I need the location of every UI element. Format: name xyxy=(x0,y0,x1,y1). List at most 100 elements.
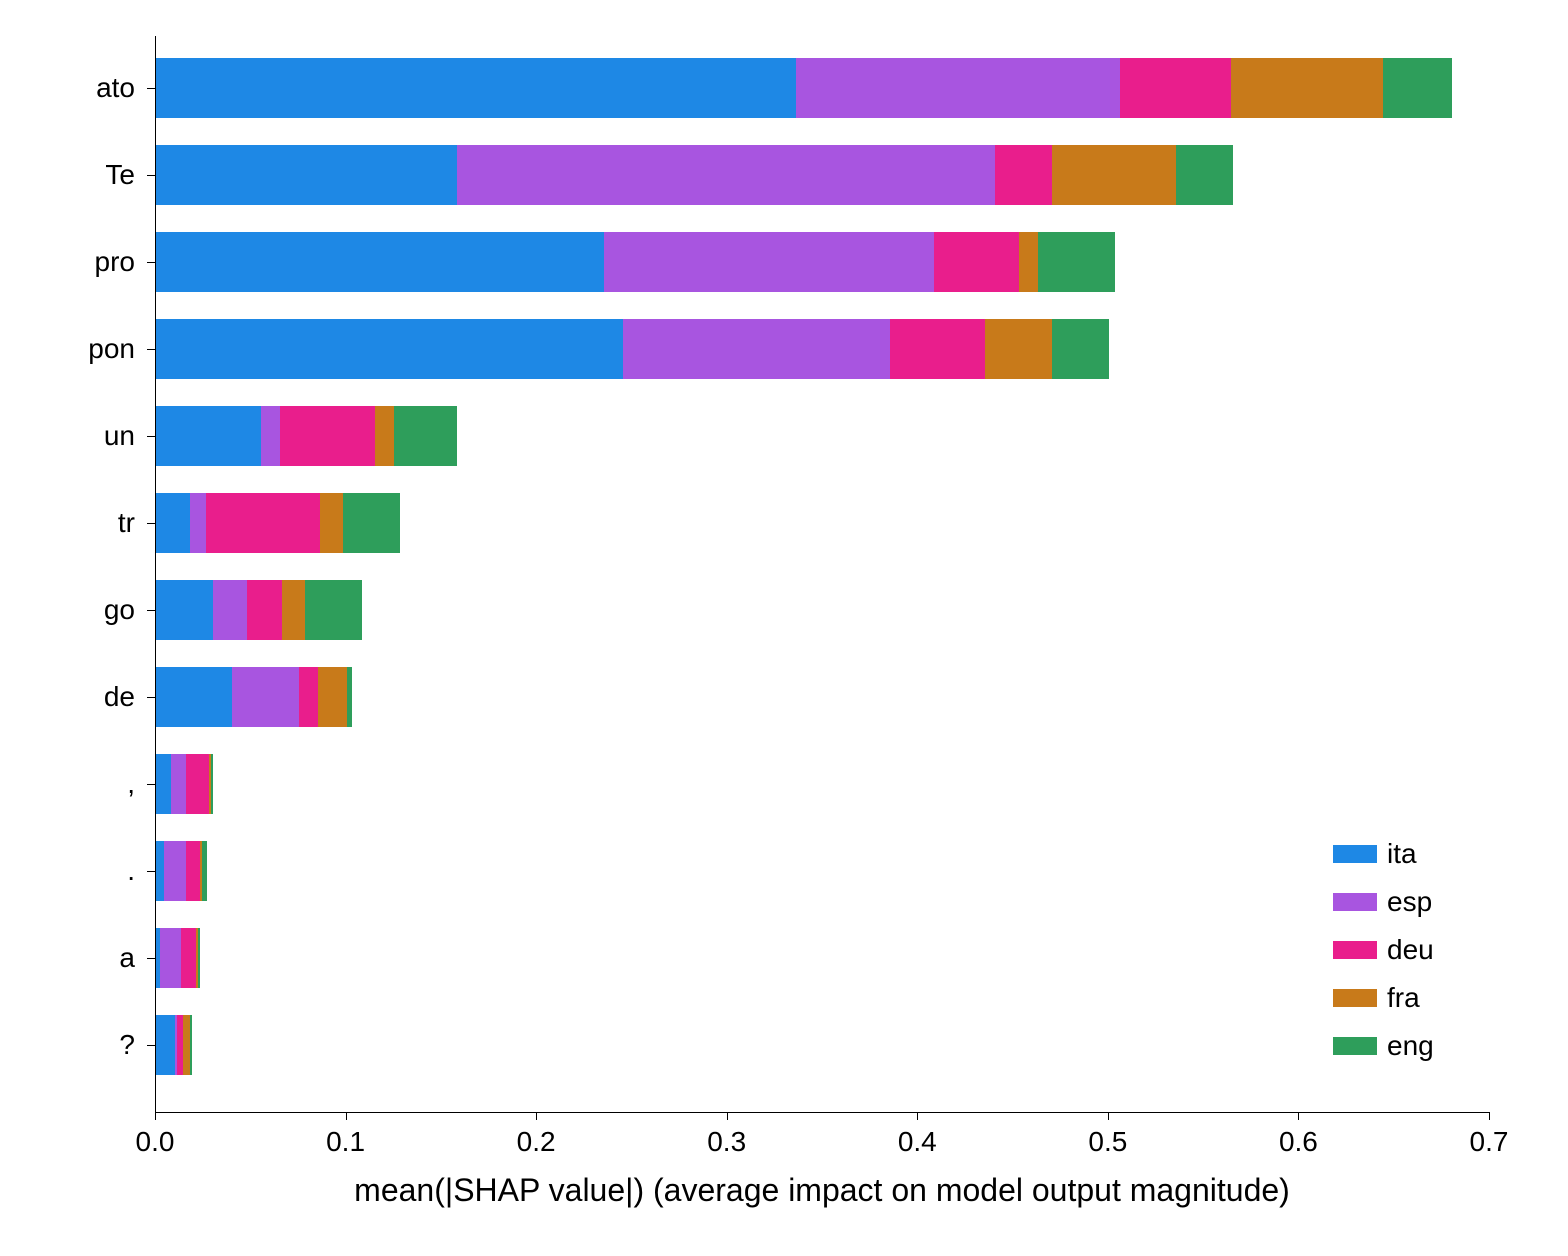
bar-segment-esp xyxy=(160,928,181,988)
bar-segment-ita xyxy=(156,406,261,466)
bar-segment-deu xyxy=(280,406,375,466)
bar-row xyxy=(156,406,457,466)
bar-segment-esp xyxy=(261,406,280,466)
bar-segment-esp xyxy=(164,841,187,901)
bar-row xyxy=(156,319,1109,379)
legend-item-deu: deu xyxy=(1333,934,1434,966)
bar-segment-ita xyxy=(156,145,457,205)
y-tick-mark xyxy=(147,784,155,785)
x-tick-label: 0.0 xyxy=(136,1126,175,1158)
x-tick-label: 0.3 xyxy=(707,1126,746,1158)
bar-row xyxy=(156,928,200,988)
legend-label: deu xyxy=(1387,934,1434,966)
bar-segment-ita xyxy=(156,841,164,901)
bar-segment-deu xyxy=(934,232,1020,292)
x-tick-label: 0.2 xyxy=(517,1126,556,1158)
legend-label: esp xyxy=(1387,886,1432,918)
x-tick-mark xyxy=(536,1112,537,1120)
x-tick-mark xyxy=(1108,1112,1109,1120)
x-tick-label: 0.7 xyxy=(1470,1126,1509,1158)
bar-row xyxy=(156,841,207,901)
y-tick-label: . xyxy=(0,855,135,887)
legend-label: ita xyxy=(1387,838,1417,870)
legend-item-fra: fra xyxy=(1333,982,1434,1014)
bar-segment-esp xyxy=(232,667,299,727)
bar-segment-deu xyxy=(890,319,985,379)
y-tick-mark xyxy=(147,349,155,350)
legend-swatch xyxy=(1333,845,1377,863)
bar-segment-eng xyxy=(305,580,362,640)
bar-segment-esp xyxy=(604,232,934,292)
y-tick-mark xyxy=(147,523,155,524)
x-tick-label: 0.1 xyxy=(326,1126,365,1158)
y-tick-label: go xyxy=(0,594,135,626)
x-tick-label: 0.4 xyxy=(898,1126,937,1158)
bar-segment-fra xyxy=(1231,58,1383,118)
y-tick-mark xyxy=(147,262,155,263)
bar-segment-eng xyxy=(1383,58,1452,118)
y-tick-label: ? xyxy=(0,1029,135,1061)
legend-swatch xyxy=(1333,989,1377,1007)
bar-segment-deu xyxy=(995,145,1052,205)
bar-segment-deu xyxy=(181,928,196,988)
bar-row xyxy=(156,493,400,553)
legend-item-ita: ita xyxy=(1333,838,1434,870)
bar-segment-eng xyxy=(211,754,213,814)
bar-row xyxy=(156,58,1452,118)
legend-item-eng: eng xyxy=(1333,1030,1434,1062)
legend-swatch xyxy=(1333,1037,1377,1055)
bar-segment-eng xyxy=(190,1015,192,1075)
bar-segment-eng xyxy=(1176,145,1233,205)
x-tick-mark xyxy=(917,1112,918,1120)
shap-summary-chart: mean(|SHAP value|) (average impact on mo… xyxy=(0,0,1568,1256)
bar-segment-esp xyxy=(190,493,205,553)
x-tick-mark xyxy=(155,1112,156,1120)
bar-segment-eng xyxy=(394,406,457,466)
bar-row xyxy=(156,667,352,727)
legend-swatch xyxy=(1333,941,1377,959)
legend: ita esp deu fra eng xyxy=(1333,838,1434,1078)
plot-area xyxy=(155,36,1490,1113)
bar-row xyxy=(156,754,213,814)
x-tick-mark xyxy=(346,1112,347,1120)
legend-label: fra xyxy=(1387,982,1420,1014)
x-axis-label: mean(|SHAP value|) (average impact on mo… xyxy=(354,1172,1290,1209)
bar-segment-deu xyxy=(206,493,320,553)
y-tick-label: ato xyxy=(0,72,135,104)
y-tick-mark xyxy=(147,958,155,959)
bar-segment-ita xyxy=(156,580,213,640)
x-tick-mark xyxy=(1489,1112,1490,1120)
bar-segment-fra xyxy=(183,1015,191,1075)
bar-segment-esp xyxy=(796,58,1120,118)
bar-segment-fra xyxy=(375,406,394,466)
bar-segment-ita xyxy=(156,667,232,727)
bar-segment-eng xyxy=(347,667,353,727)
bar-segment-ita xyxy=(156,493,190,553)
y-tick-label: de xyxy=(0,681,135,713)
y-tick-label: pon xyxy=(0,333,135,365)
y-tick-mark xyxy=(147,871,155,872)
x-tick-label: 0.5 xyxy=(1088,1126,1127,1158)
y-tick-label: pro xyxy=(0,246,135,278)
bar-segment-fra xyxy=(282,580,305,640)
bar-segment-deu xyxy=(186,841,199,901)
bar-segment-ita xyxy=(156,754,171,814)
legend-label: eng xyxy=(1387,1030,1434,1062)
bar-segment-eng xyxy=(1052,319,1109,379)
bar-segment-ita xyxy=(156,319,623,379)
bar-segment-eng xyxy=(202,841,208,901)
x-tick-mark xyxy=(1298,1112,1299,1120)
y-tick-mark xyxy=(147,175,155,176)
bar-segment-esp xyxy=(623,319,890,379)
bar-row xyxy=(156,145,1233,205)
bar-segment-deu xyxy=(186,754,209,814)
bar-segment-eng xyxy=(1038,232,1114,292)
y-tick-label: , xyxy=(0,768,135,800)
bar-segment-fra xyxy=(320,493,343,553)
x-tick-mark xyxy=(727,1112,728,1120)
y-tick-label: a xyxy=(0,942,135,974)
bar-segment-ita xyxy=(156,58,796,118)
bar-segment-deu xyxy=(247,580,281,640)
bar-segment-ita xyxy=(156,232,604,292)
bar-segment-esp xyxy=(213,580,247,640)
